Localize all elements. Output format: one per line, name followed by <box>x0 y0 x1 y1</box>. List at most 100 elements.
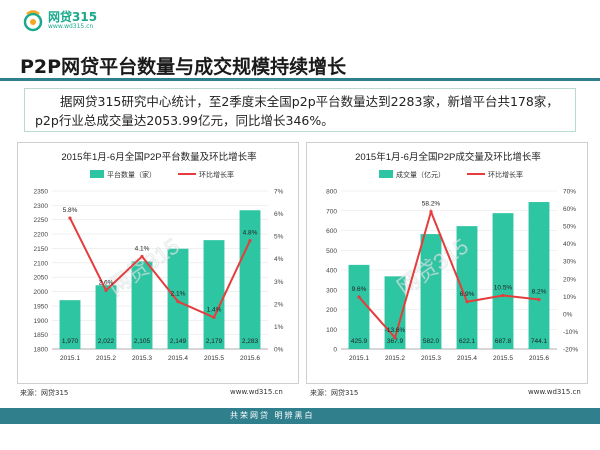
growth-rate-label: 10.5% <box>494 284 513 291</box>
growth-rate-point <box>68 216 72 220</box>
y-right-tick-label: 10% <box>563 294 576 301</box>
y-left-tick-label: 400 <box>326 268 337 275</box>
bar-value-label: 1,970 <box>62 338 79 345</box>
bar-value-label: 2,179 <box>206 338 223 345</box>
y-left-tick-label: 1900 <box>34 318 49 325</box>
growth-rate-label: 5.8% <box>63 207 78 214</box>
growth-rate-point <box>537 297 541 302</box>
brand-logo-icon <box>23 10 43 32</box>
bar <box>348 264 370 349</box>
x-tick-label: 2015.2 <box>385 355 405 362</box>
bar-value-label: 744.1 <box>531 338 548 345</box>
brand-logo: 网贷315 www.wd315.cn <box>22 10 97 32</box>
growth-rate-point <box>429 210 433 214</box>
bar <box>167 248 189 349</box>
bar <box>59 300 81 349</box>
y-right-tick-label: -10% <box>563 329 578 336</box>
growth-rate-line <box>69 217 251 319</box>
x-tick-label: 2015.1 <box>349 355 369 362</box>
chart-title: 2015年1月-6月全国P2P成交量及环比增长率 <box>355 151 541 163</box>
x-tick-label: 2015.6 <box>240 355 260 362</box>
growth-rate-label: 4.1% <box>135 245 150 252</box>
y-right-tick-label: 7% <box>274 189 284 196</box>
y-left-tick-label: 1800 <box>34 347 49 354</box>
growth-rate-point <box>501 293 505 298</box>
y-right-tick-label: 5% <box>274 234 284 241</box>
y-left-tick-label: 2250 <box>34 217 49 224</box>
title-divider <box>0 78 600 81</box>
x-tick-label: 2015.5 <box>204 355 224 362</box>
y-left-tick-label: 0 <box>333 347 337 354</box>
x-tick-label: 2015.4 <box>168 355 188 362</box>
bar <box>239 210 261 349</box>
growth-rate-label: -13.6% <box>385 327 406 334</box>
bar <box>203 240 225 349</box>
growth-rate-label: 58.2% <box>422 201 441 208</box>
y-left-tick-label: 2100 <box>34 260 49 267</box>
bar-value-label: 2,149 <box>170 338 187 345</box>
growth-rate-point <box>104 288 108 292</box>
growth-rate-point <box>248 239 252 243</box>
growth-rate-label: 8.2% <box>532 288 547 295</box>
bar-value-label: 687.8 <box>495 338 512 345</box>
legend-label-bars: 成交量（亿元） <box>396 170 445 179</box>
y-right-tick-label: 6% <box>274 211 284 218</box>
y-right-tick-label: 30% <box>563 259 576 266</box>
chart-transaction-volume: 2015年1月-6月全国P2P成交量及环比增长率 成交量（亿元） 环比增长率 0 100… <box>306 142 588 384</box>
growth-rate-point <box>140 254 144 259</box>
growth-rate-label: 6.9% <box>460 291 475 298</box>
x-tick-label: 2015.6 <box>529 355 549 362</box>
y-right-tick-label: 20% <box>563 276 576 283</box>
growth-rate-label: 4.8% <box>243 230 258 237</box>
growth-rate-point <box>465 300 469 304</box>
bar <box>95 285 117 349</box>
y-left-tick-label: 2000 <box>34 289 49 296</box>
y-right-tick-label: 40% <box>563 241 576 248</box>
legend-label-line: 环比增长率 <box>488 170 523 179</box>
growth-rate-point <box>357 295 361 299</box>
brand-name: 网贷315 <box>48 10 98 24</box>
y-left-tick-label: 2200 <box>34 232 49 239</box>
growth-rate-label: 2.1% <box>171 291 186 298</box>
legend-swatch-bars <box>379 170 393 178</box>
bar <box>456 226 478 349</box>
bar-value-label: 425.9 <box>351 338 368 345</box>
legend-swatch-bars <box>90 170 104 178</box>
footer-bar: 共荣网贷 明辨黑白 <box>0 408 600 424</box>
y-left-tick-label: 2050 <box>34 275 49 282</box>
legend-label-bars: 平台数量（家） <box>107 170 156 179</box>
y-left-tick-label: 2300 <box>34 203 49 210</box>
y-right-tick-label: -20% <box>563 347 578 354</box>
y-right-tick-label: 2% <box>274 301 284 308</box>
bar-value-label: 2,283 <box>242 338 259 345</box>
y-right-tick-label: 4% <box>274 256 284 263</box>
growth-rate-label: 9.6% <box>352 286 367 293</box>
y-left-tick-label: 200 <box>326 307 337 314</box>
growth-rate-label: 1.4% <box>207 306 222 313</box>
y-left-tick-label: 300 <box>326 287 337 294</box>
y-left-tick-label: 700 <box>326 208 337 215</box>
growth-rate-point <box>212 315 216 319</box>
y-left-tick-label: 600 <box>326 228 337 235</box>
bar <box>528 202 550 349</box>
bar-value-label: 2,022 <box>98 338 115 345</box>
bar-value-label: 2,105 <box>134 338 151 345</box>
y-left-tick-label: 800 <box>326 189 337 196</box>
x-tick-label: 2015.3 <box>132 355 152 362</box>
legend-label-line: 环比增长率 <box>199 170 234 179</box>
chart-platform-count: 2015年1月-6月全国P2P平台数量及环比增长率 平台数量（家） 环比增长率 180… <box>17 142 299 384</box>
bar <box>492 213 514 349</box>
footer-slogan: 共荣网贷 明辨黑白 <box>230 411 315 420</box>
y-right-tick-label: 70% <box>563 189 576 196</box>
y-right-tick-label: 0% <box>563 311 573 318</box>
growth-rate-label: 2.6% <box>99 279 114 286</box>
x-tick-label: 2015.3 <box>421 355 441 362</box>
x-tick-label: 2015.1 <box>60 355 80 362</box>
y-right-tick-label: 3% <box>274 279 284 286</box>
y-left-tick-label: 500 <box>326 248 337 255</box>
y-right-tick-label: 1% <box>274 324 284 331</box>
url-right: www.wd315.cn <box>528 388 581 396</box>
